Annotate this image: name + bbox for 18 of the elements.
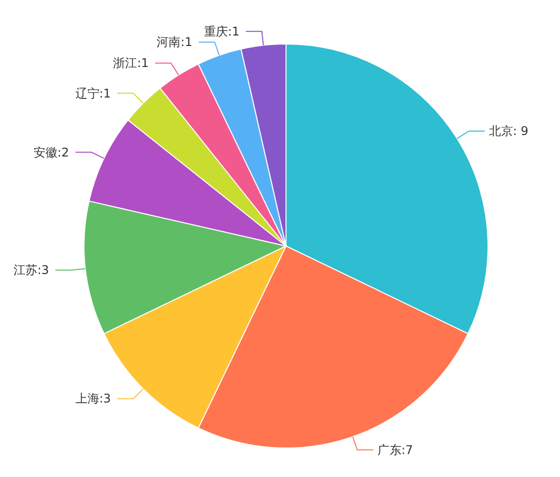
slice-label: 辽宁 xyxy=(75,86,100,100)
slice-label: 河南 xyxy=(156,35,181,50)
slice-label: 浙江 xyxy=(113,56,138,70)
data-label: :1 xyxy=(228,24,240,38)
slice-label: 安徽 xyxy=(33,145,58,160)
slice-label: 江苏 xyxy=(13,263,38,278)
data-label: :1 xyxy=(180,35,192,50)
data-label: :1 xyxy=(99,86,111,100)
slice-label: 重庆 xyxy=(204,24,228,38)
data-label: :3 xyxy=(37,263,50,278)
data-label: :3 xyxy=(99,392,111,406)
data-label: :1 xyxy=(137,56,149,70)
slice-label: 上海 xyxy=(75,392,100,406)
slice-label: 广东 xyxy=(377,442,402,457)
data-label: :2 xyxy=(57,145,70,160)
data-label: :7 xyxy=(401,442,414,457)
data-label: : 9 xyxy=(512,124,528,138)
slice-label: 北京 xyxy=(488,124,513,138)
